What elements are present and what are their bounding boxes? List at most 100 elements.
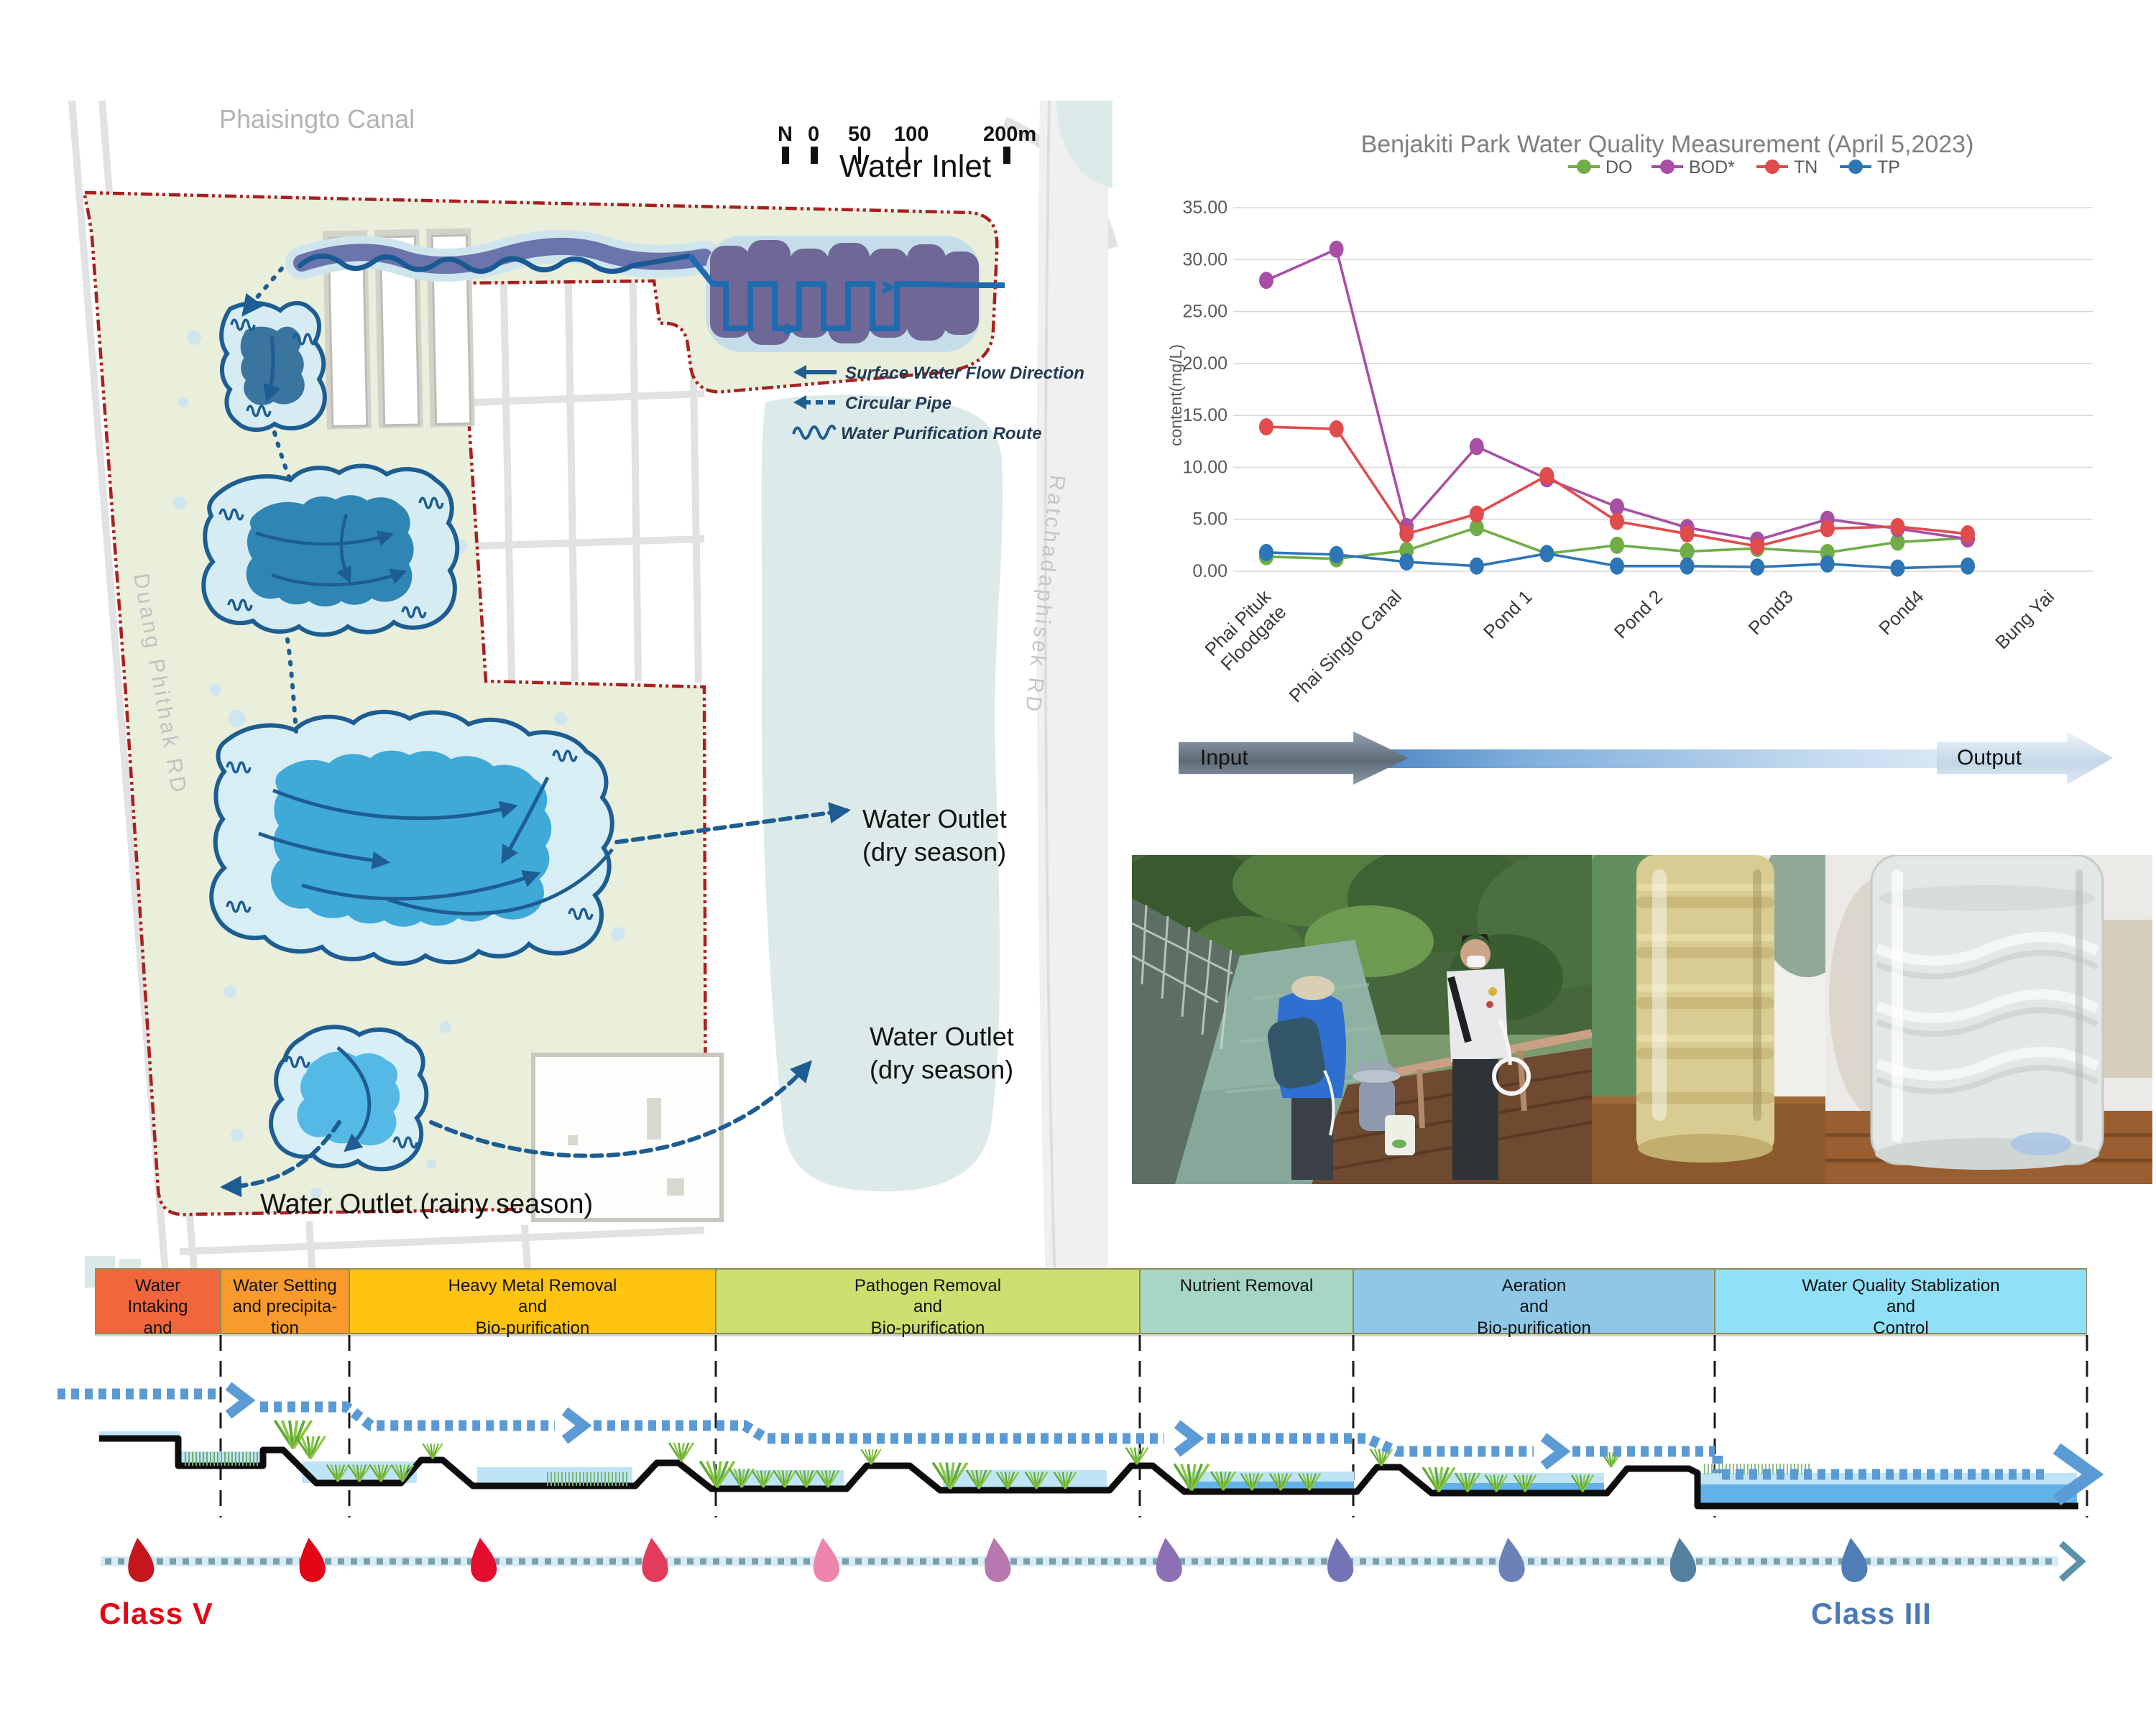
outlet-dry-1-label: Water Outlet (dry season) xyxy=(862,804,1007,867)
algae-mat xyxy=(547,1472,627,1486)
grass-tuft xyxy=(1513,1474,1537,1492)
pipe-chevron-icon xyxy=(1540,1433,1571,1470)
output-label: Output xyxy=(1957,746,2022,770)
pond-3 xyxy=(209,709,614,966)
grass-tuft xyxy=(1570,1474,1595,1492)
water-droplet-2 xyxy=(299,1538,326,1582)
purification-route xyxy=(687,236,1005,352)
svg-text:Water Outlet: Water Outlet xyxy=(870,1022,1014,1051)
x-tick-label: Pond 1 xyxy=(1479,586,1536,642)
grass-tuft xyxy=(1125,1446,1149,1465)
stage-box-3: Heavy Metal Removal and Bio-purification xyxy=(349,1268,716,1338)
data-point-BOD* xyxy=(1610,498,1624,516)
lake-top-right xyxy=(1056,101,1112,188)
grass-tuft xyxy=(295,1435,326,1459)
grass-tuft xyxy=(1240,1472,1264,1491)
grass-tuft xyxy=(699,1460,736,1489)
flow-gradient-bar xyxy=(1294,749,2055,768)
stage-box-2: Water Setting and precipita- tion xyxy=(221,1268,349,1338)
person-blue-shirt xyxy=(1267,976,1346,1180)
grass-tuft xyxy=(369,1464,393,1482)
data-point-TN xyxy=(1820,519,1835,537)
legend-label-TN: TN xyxy=(1794,157,1818,177)
y-tick-label: 15.00 xyxy=(1182,405,1227,425)
data-point-TN xyxy=(1610,512,1624,530)
data-point-DO xyxy=(1680,542,1695,560)
data-point-TP xyxy=(1750,558,1765,576)
legend-marker-TN xyxy=(1765,160,1779,174)
legend-label-BOD*: BOD* xyxy=(1689,157,1735,177)
data-point-TP xyxy=(1890,559,1905,577)
svg-text:100: 100 xyxy=(894,123,929,146)
water-inlet-label: Water Inlet xyxy=(839,149,991,184)
y-tick-label: 0.00 xyxy=(1192,561,1227,581)
grass-tuft xyxy=(326,1464,350,1482)
data-point-BOD* xyxy=(1259,272,1273,290)
water-droplet-8 xyxy=(1327,1538,1354,1582)
chart-svg: Benjakiti Park Water Quality Measurement… xyxy=(1166,131,2093,706)
data-point-TN xyxy=(1329,420,1344,438)
scale-bar: N 0 50 100 200m xyxy=(778,123,1036,164)
water-fill xyxy=(1700,1484,2077,1505)
x-tick-label: Bung Yai xyxy=(1991,586,2058,653)
data-point-DO xyxy=(1610,536,1624,554)
pond-1 xyxy=(219,300,327,432)
water-fill xyxy=(99,1431,180,1438)
grass-tuft xyxy=(1268,1472,1293,1491)
grass-tuft xyxy=(860,1449,882,1465)
series-line-BOD* xyxy=(1266,247,1968,542)
data-point-TN xyxy=(1890,517,1905,535)
map-legend: Surface Water Flow Direction Circular Pi… xyxy=(792,364,1084,443)
pipe-chevron-icon xyxy=(561,1407,592,1444)
data-point-TN xyxy=(1750,537,1765,555)
pond-4 xyxy=(269,1025,429,1172)
legend-label-DO: DO xyxy=(1606,157,1633,177)
data-point-TN xyxy=(1399,525,1414,542)
circular-pipe-links xyxy=(220,267,851,1198)
data-point-TN xyxy=(1469,505,1484,523)
data-point-TP xyxy=(1680,557,1695,575)
grass-tuft xyxy=(728,1468,755,1488)
stage-box-4: Pathogen Removal and Bio-purification xyxy=(716,1268,1140,1338)
data-point-TP xyxy=(1820,555,1835,573)
algae-mat xyxy=(185,1452,258,1466)
grass-tuft xyxy=(1053,1471,1077,1489)
svg-text:Water Purification Route: Water Purification Route xyxy=(841,424,1042,443)
water-droplet-6 xyxy=(985,1538,1011,1582)
data-point-TN xyxy=(1680,525,1695,542)
output-arrow: Output xyxy=(1937,731,2113,785)
canal-label: Phaisingto Canal xyxy=(219,104,415,134)
grass-tuft xyxy=(751,1469,775,1488)
grass-tuft xyxy=(773,1469,797,1488)
water-droplet-10 xyxy=(1669,1538,1697,1582)
data-point-TP xyxy=(1329,545,1344,563)
legend-marker-BOD* xyxy=(1660,160,1674,174)
circulation-pipe xyxy=(57,1388,2050,1480)
data-point-BOD* xyxy=(1469,438,1484,456)
input-label: Input xyxy=(1200,746,1248,770)
data-point-TP xyxy=(1961,557,1975,575)
svg-text:200m: 200m xyxy=(983,123,1036,146)
data-point-TP xyxy=(1539,545,1554,563)
grass-tuft xyxy=(1369,1448,1393,1466)
buildings xyxy=(323,228,475,430)
data-point-TP xyxy=(1259,543,1273,561)
x-tick-label: Phai PitukFloodgate xyxy=(1200,585,1291,675)
grass-tuft xyxy=(995,1471,1020,1489)
grass-tuft xyxy=(965,1469,992,1489)
canal xyxy=(285,229,721,282)
y-tick-label: 35.00 xyxy=(1182,198,1227,218)
data-point-TP xyxy=(1469,557,1484,575)
grass-tuft xyxy=(1297,1472,1322,1491)
x-tick-label: Phai Singto Canal xyxy=(1285,586,1406,706)
data-point-DO xyxy=(1469,519,1484,537)
lake-ratchada xyxy=(761,394,1003,1192)
stage-box-7: Water Quality Stablization and Control xyxy=(1715,1268,2087,1338)
y-tick-label: 5.00 xyxy=(1192,509,1227,530)
stage-box-1: Water Intaking and xyxy=(95,1268,221,1338)
water-fill xyxy=(943,1470,1107,1490)
svg-text:N: N xyxy=(778,123,793,146)
data-point-TP xyxy=(1610,557,1624,575)
svg-text:Circular Pipe: Circular Pipe xyxy=(845,394,952,413)
